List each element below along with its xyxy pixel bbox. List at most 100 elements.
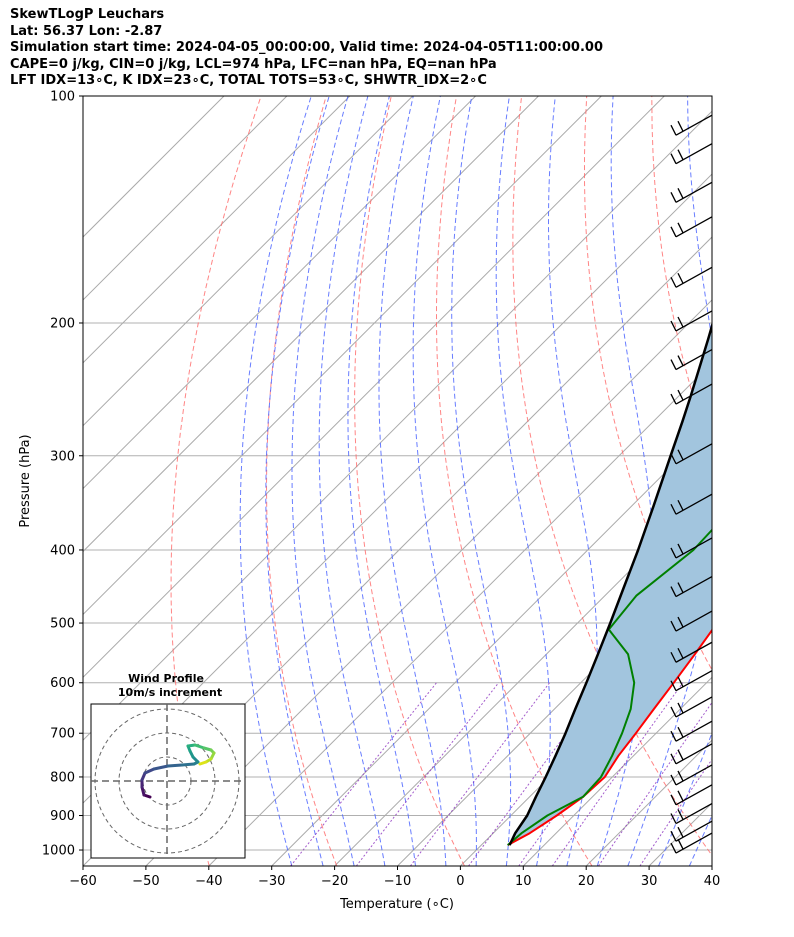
hodograph-segment	[152, 764, 170, 771]
moist-adiabat	[720, 96, 794, 866]
dry-adiabat	[782, 96, 794, 866]
mixing-ratio-line	[551, 682, 684, 866]
x-tick-label: −10	[384, 874, 411, 889]
wind-barb	[670, 310, 713, 332]
wind-barb-feather	[670, 813, 677, 824]
wind-barb-feather	[677, 316, 684, 328]
x-tick-label: 10	[515, 874, 532, 889]
moist-adiabat	[265, 96, 330, 866]
inset-title: Wind Profile	[128, 672, 204, 685]
dry-adiabat	[170, 96, 262, 866]
hodograph-segment	[143, 767, 156, 775]
cin-fill-area	[507, 325, 712, 846]
wind-barb-shaft	[675, 266, 713, 288]
hodograph-segment	[180, 762, 196, 767]
wind-barb-shaft	[675, 610, 713, 632]
wind-barb-feather	[670, 753, 677, 765]
x-tick-label: −60	[69, 874, 96, 889]
wind-barb-shaft	[675, 720, 713, 742]
wind-barb-shaft	[675, 443, 713, 465]
wind-barb	[670, 670, 713, 692]
wind-barb-feather	[677, 355, 684, 366]
parcel-line	[508, 321, 712, 846]
wind-barb-feather	[677, 676, 684, 688]
wind-barb	[670, 802, 713, 825]
wind-barb-feather	[670, 453, 677, 465]
temperature-line	[507, 628, 712, 846]
wind-barb-feather	[677, 582, 684, 593]
isotherm	[83, 110, 712, 741]
fill-layer	[507, 325, 712, 846]
moist-adiabat	[658, 731, 712, 866]
wind-barb-feather	[670, 586, 677, 597]
wind-barb-shaft	[675, 696, 713, 718]
mixing-ratio-line	[290, 682, 437, 866]
wind-barb-feather	[670, 359, 677, 370]
wind-barb-shaft	[675, 143, 713, 165]
mixing-ratio-line	[409, 682, 550, 866]
wind-barb-shaft	[675, 670, 713, 692]
y-tick-label: 500	[50, 617, 75, 632]
wind-barb-shaft	[675, 743, 713, 765]
wind-barb-shaft	[675, 575, 713, 598]
x-tick-label: 0	[456, 874, 464, 889]
wind-barb-shaft	[675, 764, 713, 786]
wind-barb-shaft	[675, 383, 713, 405]
convective-parameters: CAPE=0 j/kg, CIN=0 j/kg, LCL=974 hPa, LF…	[10, 56, 497, 72]
isotherm	[775, 96, 794, 866]
isotherm	[711, 865, 712, 866]
wind-barb	[670, 493, 713, 515]
wind-barb-shaft	[675, 832, 713, 854]
stability-indices: LFT IDX=13∘C, K IDX=23∘C, TOTAL TOTS=53∘…	[10, 73, 487, 88]
moist-adiabat	[627, 96, 712, 866]
wind-barb-shaft	[675, 114, 713, 136]
wind-barb-feather	[677, 389, 684, 401]
wind-barb-feather	[670, 774, 677, 786]
x-tick-label: 40	[704, 874, 721, 889]
wind-barb-feather	[677, 120, 684, 132]
wind-barb	[670, 443, 713, 465]
wind-barb	[670, 696, 713, 718]
x-tick-label: −20	[321, 874, 348, 889]
x-tick-label: −30	[258, 874, 285, 889]
moist-adiabat	[239, 96, 312, 866]
wind-barb-feather	[670, 226, 677, 238]
x-tick-label: −40	[195, 874, 222, 889]
chart-title: SkewTLogP Leuchars	[10, 7, 165, 22]
wind-barb-feather	[670, 393, 677, 405]
isotherm	[83, 96, 476, 490]
wind-barb	[670, 348, 713, 371]
wind-barb-shaft	[675, 493, 713, 515]
wind-barb-feather	[670, 794, 677, 806]
wind-barb-feather	[677, 838, 684, 850]
moist-adiabat	[548, 96, 598, 866]
mixing-ratio-line	[597, 701, 712, 866]
wind-barb	[670, 266, 713, 288]
wind-barb-feather	[677, 499, 684, 511]
chart-header: SkewTLogP Leuchars Lat: 56.37 Lon: -2.87…	[10, 7, 603, 90]
wind-barb-feather	[677, 790, 684, 802]
wind-barb-feather	[677, 702, 684, 714]
wind-barb-feather	[677, 272, 684, 284]
wind-barb	[670, 181, 713, 203]
wind-barb	[670, 720, 713, 742]
wind-barb-feather	[670, 320, 677, 332]
mixing-ratio-line	[639, 758, 712, 866]
wind-barb-feather	[670, 830, 677, 842]
y-tick-label: 700	[50, 727, 75, 742]
wind-barb-feather	[677, 770, 684, 782]
isotherm	[83, 96, 414, 427]
isotherm	[83, 96, 288, 301]
isotherm	[208, 362, 712, 866]
wind-barb-feather	[670, 153, 677, 164]
inset-subtitle: 10m/s increment	[118, 686, 222, 699]
wind-barb	[670, 575, 713, 598]
isotherm	[334, 487, 712, 866]
wind-barb-feather	[677, 187, 684, 199]
wind-barb-shaft	[675, 310, 713, 332]
dewpoint-line	[507, 528, 712, 846]
dry-adiabat	[584, 96, 712, 671]
wind-barb	[670, 143, 713, 165]
wind-barb	[670, 383, 713, 405]
